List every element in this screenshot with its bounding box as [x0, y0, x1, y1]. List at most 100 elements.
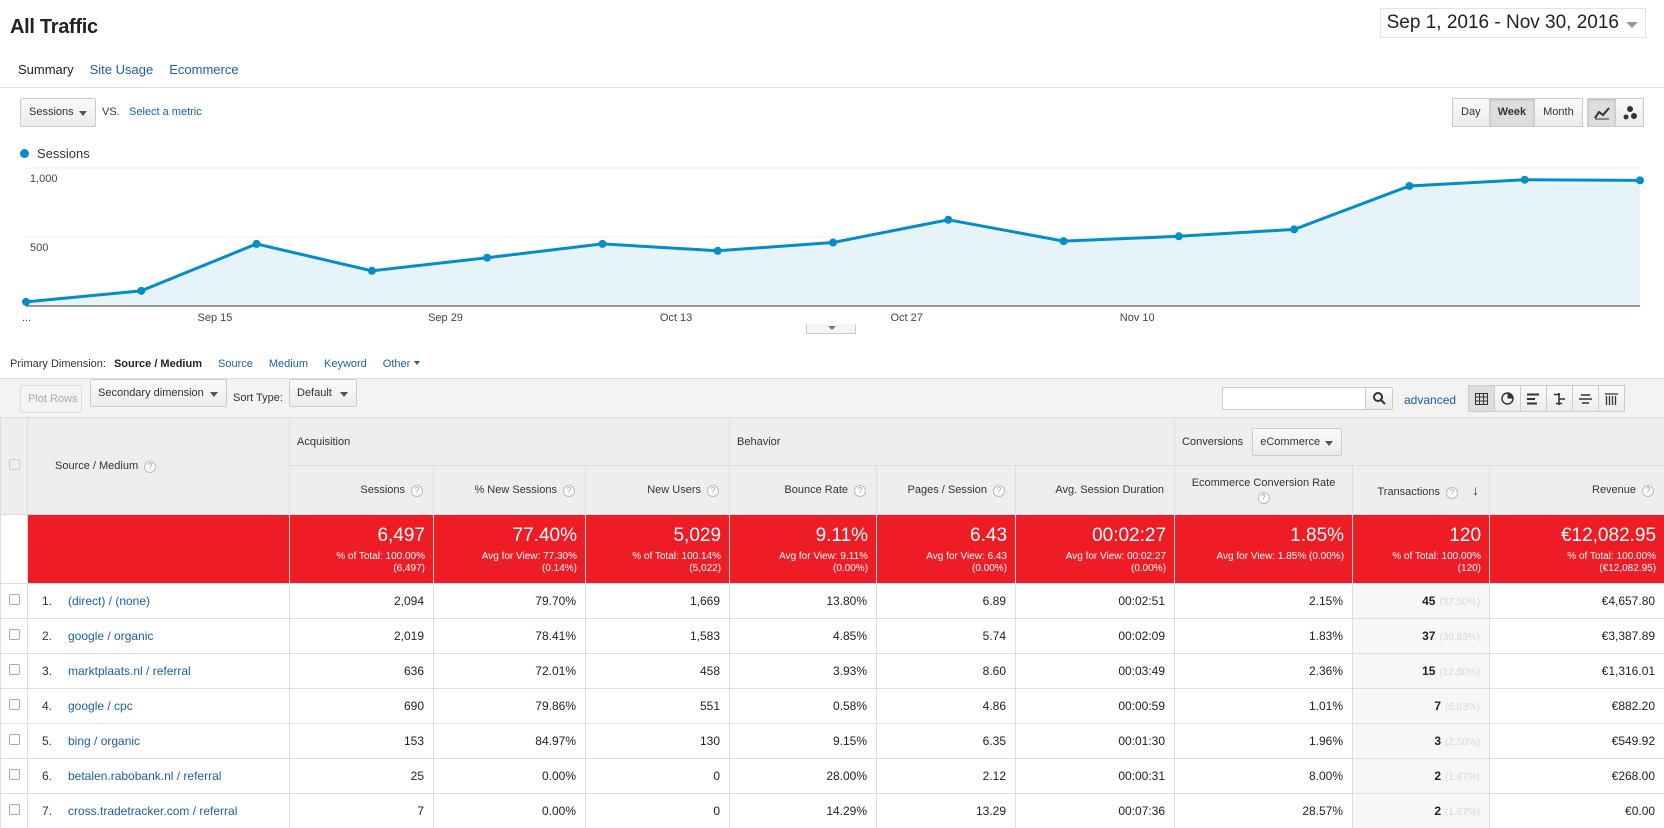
select-metric-link[interactable]: Select a metric [129, 106, 202, 118]
data-point[interactable] [1059, 237, 1068, 246]
col-header-pages-session[interactable]: Pages / Session? [876, 465, 1017, 515]
month-button[interactable]: Month [1534, 98, 1583, 127]
table-body: 1. (direct) / (none) 2,094 79.70% 1,669 13.80… [0, 583, 1664, 828]
row-checkbox-cell [0, 583, 28, 619]
pivot-view-button[interactable] [1598, 385, 1625, 412]
day-button[interactable]: Day [1452, 98, 1490, 127]
source-medium-link[interactable]: google / organic [68, 629, 154, 643]
cell-new_users: 1,583 [584, 618, 731, 654]
x-tick-label: Sep 15 [197, 312, 232, 324]
data-table-view-button[interactable] [1468, 385, 1495, 412]
row-checkbox[interactable] [8, 629, 20, 640]
help-icon[interactable]: ? [144, 460, 157, 473]
sort-type-select[interactable]: Default [289, 379, 357, 407]
col-header-revenue[interactable]: Revenue? [1489, 465, 1664, 515]
help-icon[interactable]: ? [707, 484, 720, 497]
help-icon[interactable]: ? [1446, 486, 1459, 499]
date-range-label: Sep 1, 2016 - Nov 30, 2016 [1386, 12, 1619, 33]
dimension-other-dropdown[interactable]: Other [383, 358, 421, 370]
row-checkbox[interactable] [8, 804, 20, 815]
help-icon[interactable]: ? [854, 484, 867, 497]
totals-cell: 00:02:27 Avg for View: 00:02:27 (0.00%) [1015, 514, 1176, 584]
help-icon[interactable]: ? [1257, 491, 1270, 504]
help-icon[interactable]: ? [1642, 484, 1655, 497]
table-search-input[interactable] [1222, 387, 1366, 410]
plot-rows-button[interactable]: Plot Rows [20, 385, 82, 413]
cell-bounce: 13.80% [729, 583, 878, 619]
data-point[interactable] [1290, 225, 1299, 234]
row-checkbox[interactable] [8, 734, 20, 745]
data-point[interactable] [1174, 232, 1183, 241]
totals-cell: 6,497 % of Total: 100.00% (6,497) [289, 514, 434, 584]
col-header-ecommerce-conv-rate[interactable]: Ecommerce Conversion Rate? [1174, 465, 1354, 515]
performance-view-button[interactable] [1520, 385, 1547, 412]
source-medium-link[interactable]: google / cpc [68, 699, 133, 713]
row-checkbox[interactable] [8, 594, 20, 605]
week-button[interactable]: Week [1488, 98, 1536, 127]
data-point[interactable] [1405, 181, 1414, 190]
cell-ecr: 1.83% [1174, 618, 1354, 654]
chart-collapse-handle[interactable] [806, 324, 856, 334]
dimension-medium-link[interactable]: Medium [268, 358, 308, 370]
row-checkbox[interactable] [8, 664, 20, 675]
conversions-group-header: Conversions eCommerce [1174, 417, 1664, 466]
data-point[interactable] [483, 253, 492, 262]
dimension-source-link[interactable]: Source [218, 358, 253, 370]
transactions-percent: (1.67%) [1445, 772, 1481, 783]
term-cloud-view-button[interactable] [1572, 385, 1599, 412]
date-range-picker[interactable]: Sep 1, 2016 - Nov 30, 2016 [1379, 8, 1646, 38]
col-header-sessions[interactable]: Sessions? [289, 465, 434, 515]
data-point[interactable] [713, 246, 722, 255]
cell-transactions: 15 (12.50%) [1352, 653, 1491, 689]
dimension-header[interactable]: Source / Medium? [27, 417, 290, 515]
transactions-value: 7 [1434, 699, 1442, 713]
data-point[interactable] [944, 215, 953, 224]
source-medium-link[interactable]: (direct) / (none) [68, 594, 151, 608]
col-header-avg-duration[interactable]: Avg. Session Duration [1015, 465, 1176, 515]
col-header-new-users[interactable]: New Users? [584, 465, 731, 515]
tab-site-usage[interactable]: Site Usage [89, 62, 154, 77]
data-point[interactable] [367, 266, 376, 275]
data-point[interactable] [598, 239, 607, 248]
source-medium-link[interactable]: marktplaats.nl / referral [68, 664, 191, 678]
tab-ecommerce[interactable]: Ecommerce [169, 62, 239, 77]
row-checkbox[interactable] [8, 769, 20, 780]
conversions-goal-select[interactable]: eCommerce [1252, 427, 1343, 456]
data-table: Source / Medium? Acquisition Behavior Co… [0, 417, 1664, 828]
sessions-chart: 1,000 500... Sep 15 Sep 29 Oct 13 Oct 27 Nov 1… [22, 167, 1644, 324]
source-medium-link[interactable]: bing / organic [68, 734, 141, 748]
dimension-keyword-link[interactable]: Keyword [323, 358, 367, 370]
row-index: 3. [42, 664, 53, 678]
col-header-new-sessions[interactable]: % New Sessions? [433, 465, 586, 515]
data-point[interactable] [22, 297, 30, 306]
comparison-view-button[interactable] [1546, 385, 1573, 412]
help-icon[interactable]: ? [411, 484, 423, 497]
search-button[interactable] [1365, 387, 1393, 410]
data-point[interactable] [252, 239, 261, 248]
line-chart-button[interactable] [1587, 98, 1616, 127]
select-all-checkbox[interactable] [8, 459, 20, 470]
tab-summary[interactable]: Summary [18, 62, 74, 77]
help-icon[interactable]: ? [563, 484, 575, 497]
source-medium-link[interactable]: betalen.rabobank.nl / referral [68, 769, 222, 783]
help-icon[interactable]: ? [993, 484, 1006, 497]
data-point[interactable] [1520, 175, 1529, 184]
transactions-value: 3 [1434, 734, 1442, 748]
cell-ecr: 1.01% [1174, 688, 1354, 724]
cell-transactions: 7 (5.83%) [1352, 688, 1491, 724]
col-header-transactions[interactable]: Transactions? ↓ [1352, 465, 1491, 515]
motion-chart-button[interactable] [1615, 98, 1644, 127]
data-point[interactable] [1636, 176, 1644, 185]
data-point[interactable] [829, 238, 837, 247]
row-checkbox[interactable] [8, 699, 20, 710]
secondary-dimension-select[interactable]: Secondary dimension [90, 379, 227, 407]
metric-select[interactable]: Sessions [20, 98, 96, 127]
row-index: 1. [42, 594, 53, 608]
source-medium-link[interactable]: cross.tradetracker.com / referral [68, 804, 238, 818]
totals-cell: 120 % of Total: 100.00% (120) [1352, 514, 1491, 584]
col-header-bounce-rate[interactable]: Bounce Rate? [729, 465, 878, 515]
pie-view-button[interactable] [1494, 385, 1521, 412]
data-point[interactable] [137, 286, 146, 295]
advanced-filter-link[interactable]: advanced [1404, 393, 1457, 407]
cell-ecr: 2.36% [1174, 653, 1354, 689]
